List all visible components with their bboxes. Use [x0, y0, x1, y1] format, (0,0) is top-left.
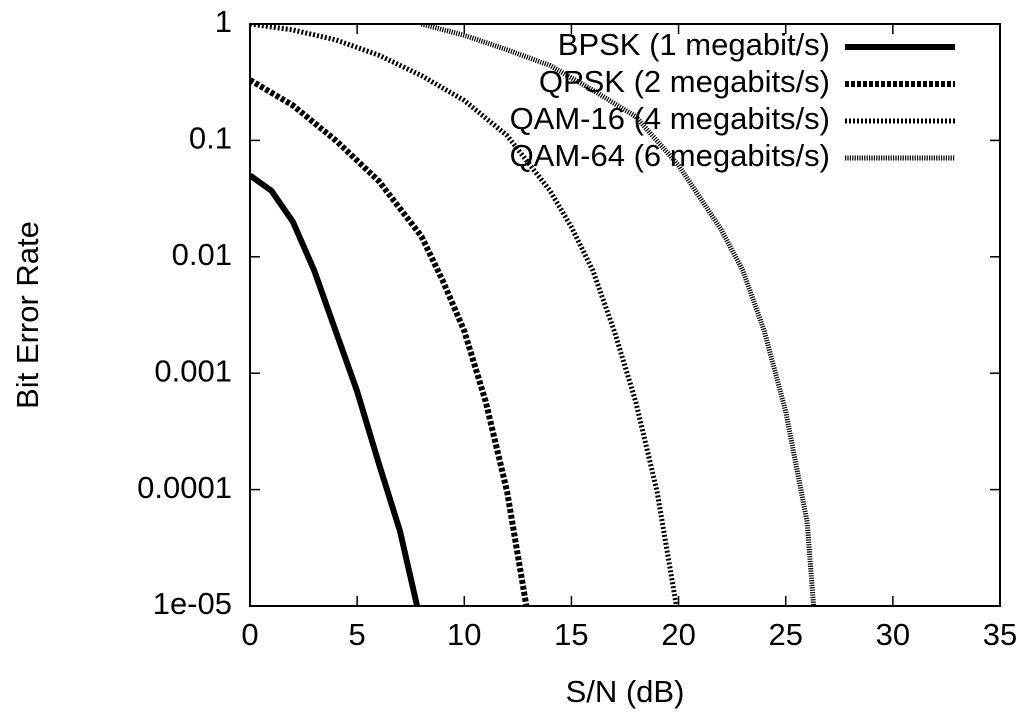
y-tick-label: 0.1 — [189, 121, 232, 156]
y-tick-label: 0.001 — [154, 353, 232, 388]
legend-label: QAM-64 (6 megabits/s) — [510, 138, 830, 173]
series-line — [420, 24, 817, 606]
plot-frame — [249, 23, 1001, 607]
x-tick-label: 20 — [661, 617, 695, 652]
y-tick-label: 1 — [215, 4, 232, 39]
x-tick-label: 15 — [554, 617, 588, 652]
plot-area — [250, 24, 817, 606]
y-tick-label: 0.0001 — [137, 470, 232, 505]
x-axis-label: S/N (dB) — [566, 674, 685, 709]
x-tick-label: 30 — [876, 617, 910, 652]
y-tick-label: 0.01 — [172, 237, 232, 272]
legend-label: QAM-16 (4 megabits/s) — [510, 101, 830, 136]
x-tick-label: 35 — [983, 617, 1017, 652]
x-tick-label: 0 — [241, 617, 258, 652]
x-tick-label: 10 — [447, 617, 481, 652]
x-tick-label: 25 — [768, 617, 802, 652]
y-tick-label: 1e-05 — [153, 586, 232, 621]
series-line — [250, 24, 679, 606]
x-tick-label: 5 — [349, 617, 366, 652]
legend-label: BPSK (1 megabit/s) — [558, 27, 830, 62]
series-line — [250, 77, 530, 606]
legend-label: QPSK (2 megabits/s) — [539, 64, 830, 99]
series-line — [250, 172, 421, 606]
y-axis-label: Bit Error Rate — [10, 221, 45, 409]
